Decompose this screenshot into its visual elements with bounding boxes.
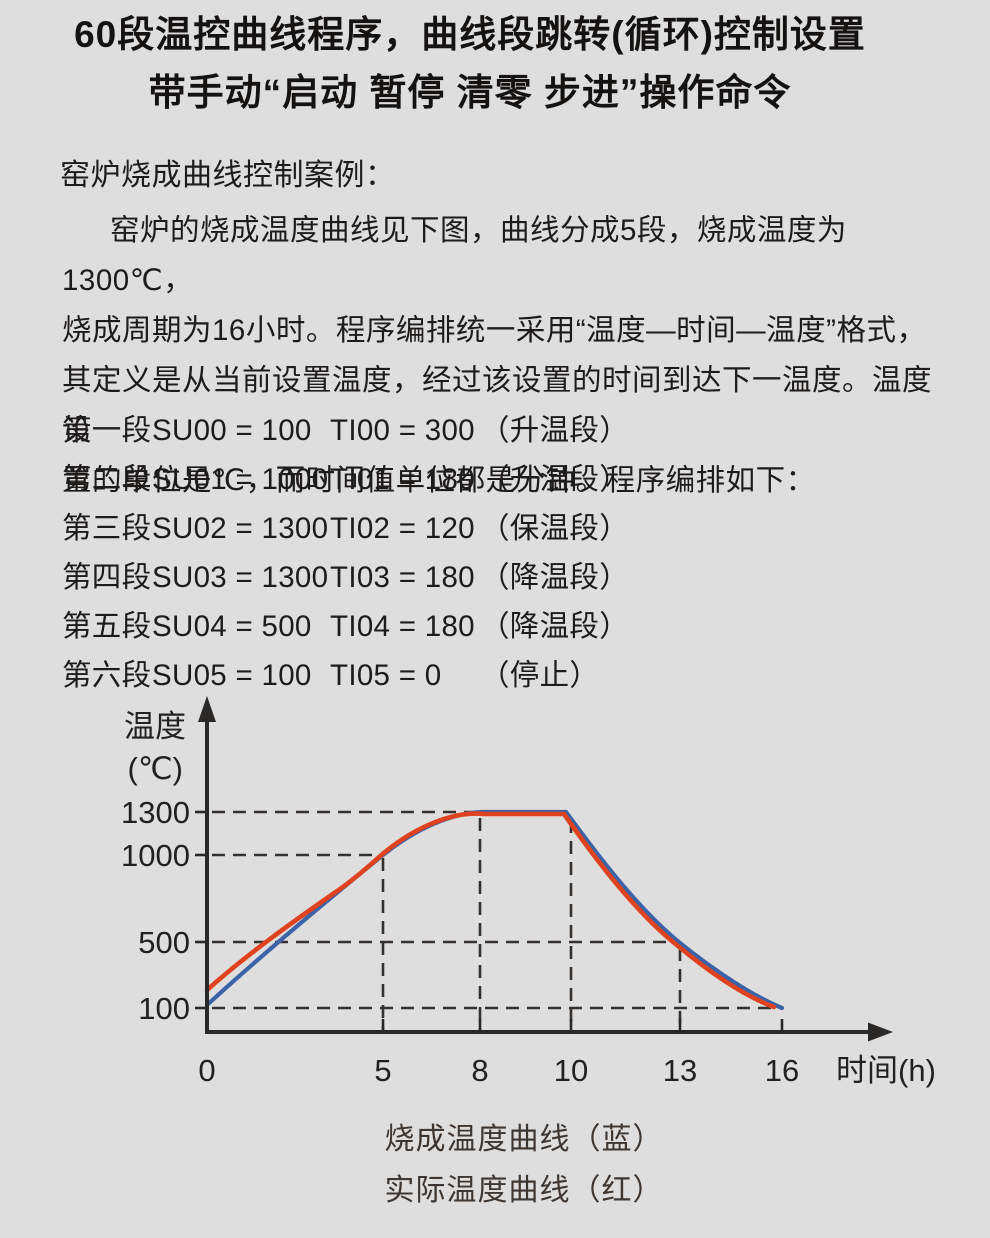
x-tick-label-0: 0 xyxy=(198,1053,215,1088)
su-value: SU04 = 500 xyxy=(152,610,312,643)
segment-note: （升温段） xyxy=(480,414,630,447)
x-axis-arrow-icon xyxy=(868,1022,893,1042)
segment-note: （降温段） xyxy=(480,610,630,643)
dashed-guides xyxy=(212,810,778,1030)
paragraph-line: 置的单位是℃，而时间值单位都是分钟。程序编排如下： xyxy=(62,464,816,497)
x-axis-title: 时间(h) xyxy=(836,1053,936,1088)
ti-value: TI03 = 180 xyxy=(330,561,475,594)
ti-value: TI02 = 120 xyxy=(330,512,475,545)
segment-label: 第一段 xyxy=(62,414,152,447)
segment-label: 第五段 xyxy=(62,610,152,643)
su-value: SU00 = 100 xyxy=(152,414,312,447)
case-heading: 窑炉烧成曲线控制案例： xyxy=(60,159,396,192)
doc-title-line1: 60段温控曲线程序，曲线段跳转(循环)控制设置 xyxy=(74,14,866,55)
ti-value: TI04 = 180 xyxy=(330,610,475,643)
doc-title: 60段温控曲线程序，曲线段跳转(循环)控制设置 带手动“启动 暂停 清零 步进”… xyxy=(0,6,990,122)
segment-note: （保温段） xyxy=(480,512,630,545)
ti-value: TI01 = 180 xyxy=(330,463,475,496)
case-paragraph: 窑炉的烧成温度曲线见下图，曲线分成5段，烧成温度为1300℃， 烧成周期为16小… xyxy=(62,206,952,506)
segment-label: 第三段 xyxy=(62,512,152,545)
program-row: 第六段 SU05 = 100 TI05 = 0 （停止） xyxy=(62,651,962,700)
y-axis-title-line1: 温度 xyxy=(124,709,186,744)
y-axis-arrow-icon xyxy=(198,696,216,722)
paragraph-line: 其定义是从当前设置温度，经过该设置的时间到达下一温度。温度设 xyxy=(62,364,933,447)
segment-label: 第四段 xyxy=(62,561,152,594)
legend-red-label: 实际温度曲线（红） xyxy=(384,1174,664,1207)
chart-legend: 烧成温度曲线（蓝） 实际温度曲线（红） xyxy=(0,1114,990,1216)
ti-value: TI00 = 300 xyxy=(330,414,475,447)
y-tick-label-1300: 1300 xyxy=(121,795,190,830)
program-row: 第三段 SU02 = 1300 TI02 = 120 （保温段） xyxy=(62,504,962,553)
temperature-curve-chart: 温度 (℃) 1300 1000 500 100 0 5 8 10 13 16 … xyxy=(121,696,936,1088)
y-tick-label-500: 500 xyxy=(138,925,190,960)
paragraph-line: 窑炉的烧成温度曲线见下图，曲线分成5段，烧成温度为1300℃， xyxy=(62,214,847,297)
x-tick-label-16: 16 xyxy=(765,1053,799,1088)
su-value: SU05 = 100 xyxy=(152,659,312,692)
x-tick-label-10: 10 xyxy=(554,1053,588,1088)
program-row: 第一段 SU00 = 100 TI00 = 300 （升温段） xyxy=(62,406,962,455)
program-row: 第五段 SU04 = 500 TI04 = 180 （降温段） xyxy=(62,602,962,651)
doc-title-line2: 带手动“启动 暂停 清零 步进”操作命令 xyxy=(148,72,792,113)
program-row: 第四段 SU03 = 1300 TI03 = 180 （降温段） xyxy=(62,553,962,602)
segment-note: （停止） xyxy=(480,659,600,692)
axes xyxy=(195,716,872,1034)
program-listing: 第一段 SU00 = 100 TI00 = 300 （升温段） 第二段 SU01… xyxy=(62,406,962,700)
x-tick-label-13: 13 xyxy=(663,1053,697,1088)
segment-note: （降温段） xyxy=(480,561,630,594)
y-tick-label-1000: 1000 xyxy=(121,838,190,873)
x-tick-label-5: 5 xyxy=(374,1053,391,1088)
segment-label: 第六段 xyxy=(62,659,152,692)
legend-blue-label: 烧成温度曲线（蓝） xyxy=(384,1123,664,1156)
paragraph-line: 烧成周期为16小时。程序编排统一采用“温度—时间—温度”格式， xyxy=(62,314,927,347)
x-tick-label-8: 8 xyxy=(471,1053,488,1088)
segment-note: （升温段） xyxy=(480,463,630,496)
program-row: 第二段 SU01 = 1000 TI01 = 180 （升温段） xyxy=(62,455,962,504)
segment-label: 第二段 xyxy=(62,463,152,496)
actual-curve-red xyxy=(204,811,777,1010)
target-curve-blue xyxy=(204,809,785,1011)
su-value: SU03 = 1300 xyxy=(152,561,329,594)
y-axis-title-line2: (℃) xyxy=(128,751,183,786)
y-tick-label-100: 100 xyxy=(138,991,190,1026)
su-value: SU02 = 1300 xyxy=(152,512,329,545)
su-value: SU01 = 1000 xyxy=(152,463,329,496)
ti-value: TI05 = 0 xyxy=(330,659,442,692)
